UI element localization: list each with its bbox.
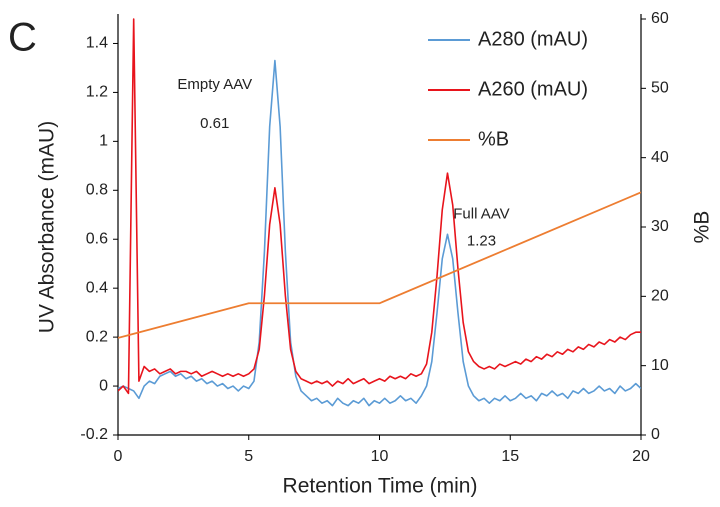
- series-line: [118, 59, 641, 407]
- y2-tick-label: 10: [651, 357, 669, 374]
- x-tick-label: 10: [371, 448, 389, 465]
- y2-tick-label: 60: [651, 10, 669, 27]
- y2-tick-label: 20: [651, 288, 669, 305]
- y2-tick-label: 30: [651, 218, 669, 235]
- annotation: 0.61: [200, 115, 229, 132]
- y-tick-label: 1.4: [86, 35, 108, 52]
- legend-label: A280 (mAU): [478, 28, 588, 50]
- series-line: [118, 18, 641, 395]
- series-line: [118, 191, 641, 339]
- legend-label: %B: [478, 128, 509, 150]
- x-tick-label: 20: [632, 448, 650, 465]
- y2-tick-label: 50: [651, 80, 669, 97]
- y-tick-label: 0.2: [86, 328, 108, 345]
- panel-label: C: [8, 16, 37, 60]
- y-tick-label: 0.8: [86, 182, 108, 199]
- x-axis-title: Retention Time (min): [283, 475, 478, 498]
- y-tick-label: -0.2: [80, 426, 108, 443]
- y2-tick-label: 0: [651, 426, 660, 443]
- y-tick-label: 1.2: [86, 84, 108, 101]
- annotation: Full AAV: [453, 206, 509, 223]
- y2-axis-title: %B: [691, 211, 714, 244]
- x-tick-label: 0: [114, 448, 123, 465]
- y-tick-label: 0.4: [86, 279, 108, 296]
- y-axis-title: UV Absorbance (mAU): [36, 121, 59, 333]
- y-tick-label: 1: [99, 133, 108, 150]
- y2-tick-label: 40: [651, 149, 669, 166]
- x-tick-label: 15: [501, 448, 519, 465]
- y-tick-label: 0: [99, 377, 108, 394]
- legend-label: A260 (mAU): [478, 78, 588, 100]
- plot-area: [118, 18, 641, 407]
- annotation: Empty AAV: [177, 76, 252, 93]
- annotation: 1.23: [467, 233, 496, 250]
- y-tick-label: 0.6: [86, 230, 108, 247]
- x-tick-label: 5: [244, 448, 253, 465]
